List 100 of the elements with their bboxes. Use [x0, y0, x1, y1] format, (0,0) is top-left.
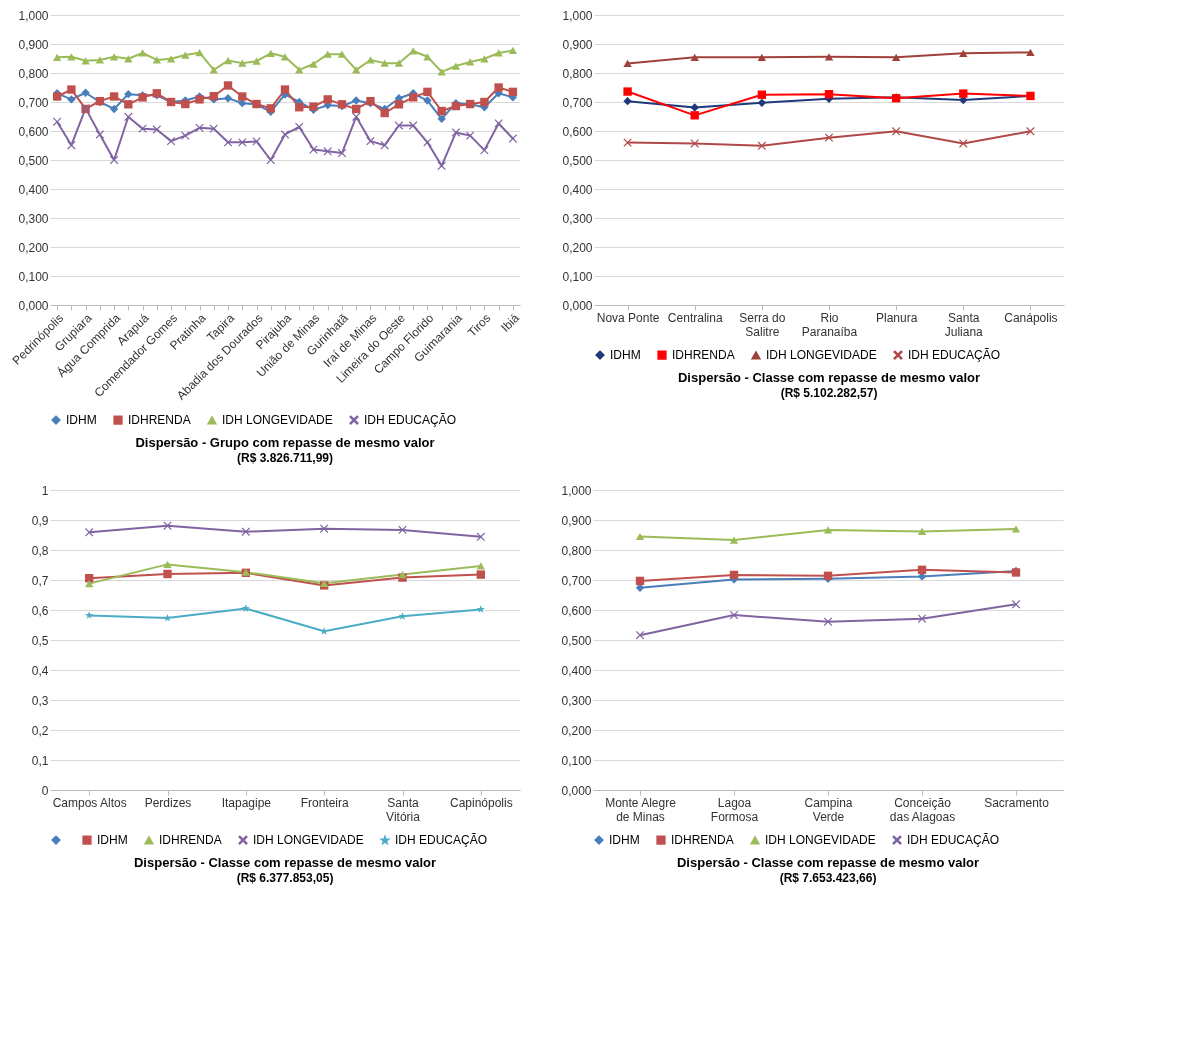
point [280, 130, 290, 139]
y-tick-label: 1,000 [562, 8, 593, 23]
x-tick-label: Centralina [667, 310, 723, 325]
y-tick-label: 0 [41, 783, 49, 798]
y-tick-label: 0,500 [562, 153, 593, 168]
point [109, 53, 119, 61]
point [476, 562, 486, 570]
point [238, 92, 247, 101]
y-tick-label: 0,900 [561, 513, 592, 528]
point [81, 88, 90, 97]
y-tick-label: 0,100 [18, 269, 49, 284]
y-tick-label: 1,000 [561, 483, 592, 498]
point [729, 570, 739, 580]
y-tick-label: 0,300 [562, 211, 593, 226]
x-tick-label: Tiros [464, 311, 494, 340]
point [124, 89, 133, 99]
text: Dispersão - Grupo com repasse de mesmo valor [135, 435, 435, 450]
y-tick-label: 0,000 [562, 298, 593, 313]
point [209, 66, 218, 74]
point [891, 127, 901, 136]
point [195, 123, 204, 132]
point [352, 104, 361, 114]
point [1026, 48, 1035, 57]
point [451, 128, 461, 137]
point [380, 141, 389, 150]
point [690, 111, 699, 120]
y-tick-label: 0,800 [18, 66, 49, 81]
y-tick-label: 0,4 [31, 663, 49, 678]
y-tick-label: 0,700 [562, 95, 593, 110]
point [84, 579, 94, 588]
y-tick-label: 0,100 [561, 753, 592, 768]
point [824, 133, 834, 142]
point [67, 95, 76, 104]
x-tick-label: Canápolis [1004, 310, 1058, 325]
point [1011, 525, 1021, 533]
legend-label: IDH EDUCAÇÃO [364, 413, 457, 428]
x-tick-label: Monte Alegre de Minas [605, 795, 677, 824]
point [1011, 600, 1021, 609]
y-tick-label: 0,6 [31, 603, 49, 618]
point [352, 66, 361, 74]
point [67, 85, 76, 94]
point [729, 536, 739, 544]
point [366, 136, 375, 146]
point [508, 46, 518, 54]
point [824, 53, 834, 61]
point [757, 90, 767, 99]
x-tick-label: Capinópolis [449, 795, 513, 810]
y-tick-label: 0,800 [561, 543, 592, 558]
y-tick-label: 0,400 [18, 182, 49, 197]
point [319, 524, 329, 533]
y-tick-label: 0,200 [561, 723, 592, 738]
point [635, 532, 645, 541]
y-tick-label: 0,8 [31, 543, 49, 558]
x-tick-label: Santa Juliana [944, 310, 984, 339]
x-tick-label: Santa Vitória [386, 795, 421, 824]
x-tick-label: Conceição das Alagoas [889, 795, 956, 824]
y-tick-label: 0,800 [562, 66, 593, 81]
point [223, 56, 233, 65]
point [476, 605, 485, 613]
point [163, 569, 172, 579]
point [337, 50, 347, 58]
point [494, 83, 503, 92]
point [480, 55, 489, 63]
point [480, 145, 489, 155]
point [238, 59, 247, 67]
legend-label: IDH LONGEVIDADE [253, 833, 364, 848]
text: (R$ 7.653.423,66) [779, 871, 877, 885]
point [757, 98, 767, 108]
x-tick-label: Serra do Salitre [739, 310, 786, 339]
y-tick-label: 0,400 [562, 182, 593, 197]
legend-label: IDHRENDA [128, 413, 191, 428]
point [85, 611, 94, 619]
point [394, 59, 404, 67]
y-tick-label: 0,000 [18, 298, 49, 313]
point [423, 87, 432, 97]
point [917, 614, 927, 623]
legend-label: IDH EDUCAÇÃO [908, 348, 1001, 363]
point [451, 62, 461, 70]
legend-label: IDH EDUCAÇÃO [907, 833, 1000, 848]
legend-label: IDHM [97, 833, 128, 848]
x-tick-label: Campos Altos [52, 795, 127, 810]
x-tick-label: Itapagipe [221, 795, 272, 810]
y-tick-label: 0,100 [562, 269, 593, 284]
point [95, 130, 105, 139]
y-tick-label: 0,5 [31, 633, 49, 648]
point [959, 89, 968, 98]
text: Dispersão - Classe com repasse de mesmo valor [676, 855, 980, 870]
y-tick-label: 0,700 [561, 573, 592, 588]
x-tick-label: Sacramento [984, 795, 1050, 810]
legend-label: IDH EDUCAÇÃO [395, 833, 488, 848]
point [635, 576, 645, 586]
point [252, 57, 261, 65]
point [223, 94, 233, 103]
text: (R$ 5.102.282,57) [780, 386, 878, 400]
text: (R$ 3.826.711,99) [236, 451, 334, 465]
point [465, 58, 475, 66]
y-tick-label: 0,3 [31, 693, 49, 708]
point [67, 53, 76, 61]
point [437, 68, 446, 76]
y-tick-label: 0,200 [562, 240, 593, 255]
